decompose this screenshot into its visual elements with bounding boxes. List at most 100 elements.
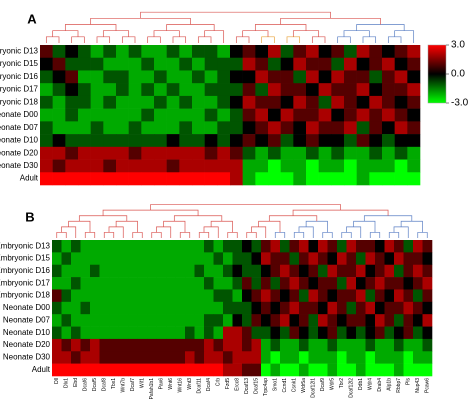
heatmap-cell bbox=[280, 326, 290, 340]
heatmap-cell bbox=[299, 252, 309, 266]
heatmap-cell bbox=[116, 70, 129, 84]
heatmap-cell bbox=[413, 252, 423, 266]
heatmap-cell bbox=[394, 289, 404, 303]
heatmap-cell bbox=[137, 264, 148, 278]
heatmap-cell bbox=[175, 252, 186, 266]
heatmap-cell bbox=[407, 134, 421, 148]
heatmap-cell bbox=[179, 70, 193, 84]
heatmap-cell bbox=[90, 338, 100, 352]
heatmap-cell bbox=[109, 314, 119, 327]
heatmap-cell bbox=[179, 159, 193, 173]
heatmap-cell bbox=[80, 264, 91, 278]
column-label: Dcaf13 bbox=[244, 378, 250, 394]
heatmap-cell bbox=[65, 172, 79, 186]
dendrogram-branch bbox=[197, 36, 212, 43]
colorbar-label: -3.0 bbox=[451, 98, 469, 109]
heatmap-cell bbox=[337, 338, 347, 352]
heatmap-cell bbox=[261, 338, 271, 352]
heatmap-cell bbox=[382, 70, 395, 84]
heatmap-cell bbox=[99, 264, 110, 278]
heatmap-cell bbox=[308, 289, 319, 303]
heatmap-cell bbox=[192, 146, 205, 160]
heatmap-cell bbox=[356, 363, 366, 377]
colorbar-label: 3.0 bbox=[451, 40, 465, 51]
heatmap-cell bbox=[90, 240, 100, 253]
heatmap-cell bbox=[156, 264, 167, 278]
heatmap-cell bbox=[78, 172, 91, 186]
heatmap-cell bbox=[141, 70, 155, 84]
heatmap-cell bbox=[175, 264, 186, 278]
heatmap-cell bbox=[242, 172, 256, 186]
heatmap-cell bbox=[346, 277, 357, 290]
heatmap-cell bbox=[356, 289, 366, 303]
heatmap-cell bbox=[61, 240, 72, 253]
heatmap-cell bbox=[230, 45, 243, 59]
heatmap-cell bbox=[204, 264, 214, 278]
column-label: Dcaf12l1 bbox=[311, 378, 317, 398]
heatmap-cell bbox=[327, 326, 338, 340]
heatmap-cell bbox=[327, 363, 338, 377]
heatmap-cell bbox=[116, 172, 129, 186]
heatmap-cell bbox=[365, 252, 376, 266]
heatmap-cell bbox=[223, 252, 233, 266]
heatmap-cell bbox=[71, 240, 81, 253]
heatmap-cell bbox=[299, 314, 309, 327]
heatmap-cell bbox=[223, 326, 233, 340]
heatmap-cell bbox=[99, 277, 110, 290]
heatmap-cell bbox=[318, 289, 328, 303]
heatmap-cell bbox=[128, 240, 138, 253]
heatmap-cell bbox=[213, 289, 224, 303]
heatmap-cell bbox=[128, 134, 142, 148]
heatmap-cell bbox=[346, 240, 357, 253]
heatmap-cell bbox=[192, 172, 205, 186]
heatmap-cell bbox=[369, 45, 383, 59]
heatmap-cell bbox=[299, 326, 309, 340]
row-label: Embryonic D18 bbox=[0, 97, 39, 106]
row-label: Adult bbox=[20, 174, 39, 183]
heatmap-cell bbox=[147, 314, 157, 327]
heatmap-cell bbox=[422, 351, 433, 364]
heatmap-cell bbox=[331, 134, 345, 148]
heatmap-cell bbox=[61, 363, 72, 377]
heatmap-cell bbox=[327, 277, 338, 290]
column-label: Drab4 bbox=[377, 378, 383, 392]
heatmap-cell bbox=[204, 108, 218, 122]
heatmap-cell bbox=[375, 363, 385, 377]
heatmap-cell bbox=[137, 252, 148, 266]
heatmap-cell bbox=[306, 108, 319, 122]
heatmap-cell bbox=[318, 277, 328, 290]
heatmap-cell bbox=[78, 83, 91, 97]
heatmap-cell bbox=[204, 134, 218, 148]
dendrogram-branch bbox=[45, 36, 60, 43]
heatmap-cell bbox=[270, 314, 281, 327]
heatmap-cell bbox=[52, 108, 66, 122]
heatmap-cell bbox=[204, 240, 214, 253]
heatmap-cell bbox=[78, 70, 91, 84]
heatmap-cell bbox=[299, 363, 309, 377]
heatmap-cell bbox=[141, 108, 155, 122]
heatmap-cell bbox=[192, 45, 205, 59]
column-label: Ercc8 bbox=[235, 378, 241, 391]
heatmap-cell bbox=[156, 314, 167, 327]
heatmap-cell bbox=[242, 45, 256, 59]
heatmap-cell bbox=[242, 314, 252, 327]
heatmap-cell bbox=[40, 172, 53, 186]
heatmap-cell bbox=[78, 108, 91, 122]
heatmap-cell bbox=[384, 326, 395, 340]
heatmap-cell bbox=[299, 240, 309, 253]
heatmap-cell bbox=[166, 70, 180, 84]
heatmap-cell bbox=[375, 277, 385, 290]
heatmap-cell bbox=[217, 95, 231, 109]
heatmap-cell bbox=[154, 83, 167, 97]
heatmap-cell bbox=[394, 57, 408, 71]
heatmap-cell bbox=[232, 277, 243, 290]
heatmap-cell bbox=[346, 326, 357, 340]
heatmap-cell bbox=[255, 83, 269, 97]
heatmap-cell bbox=[61, 252, 72, 266]
heatmap-cell bbox=[394, 240, 404, 253]
heatmap-cell bbox=[306, 159, 319, 173]
heatmap-cell bbox=[137, 301, 148, 315]
heatmap-cell bbox=[327, 314, 338, 327]
dendrogram-branch bbox=[343, 30, 370, 37]
heatmap-cell bbox=[382, 57, 395, 71]
